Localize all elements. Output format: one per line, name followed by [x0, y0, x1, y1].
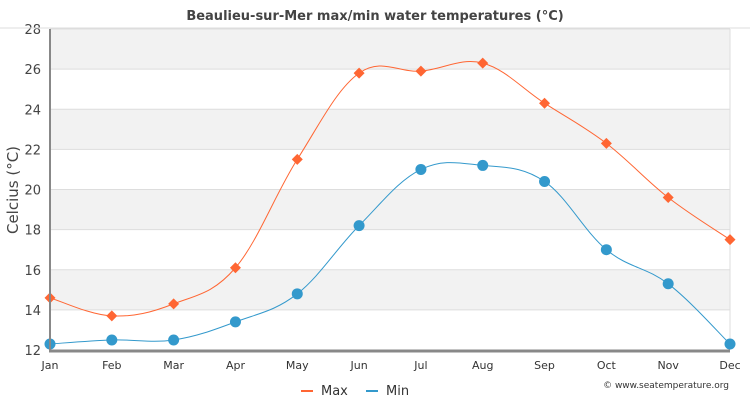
y-tick-label: 14: [24, 304, 41, 319]
x-tick-label: Jan: [41, 359, 59, 372]
data-point-min[interactable]: [291, 288, 303, 300]
x-tick-label: Nov: [657, 359, 679, 372]
y-tick-label: 28: [24, 23, 41, 38]
legend-label: Max: [321, 384, 348, 399]
data-point-max[interactable]: [168, 298, 180, 310]
x-tick-label: Oct: [597, 359, 617, 372]
data-point-max[interactable]: [353, 67, 365, 79]
y-tick-label: 24: [24, 103, 41, 118]
data-point-min[interactable]: [106, 334, 118, 346]
data-point-min[interactable]: [477, 159, 489, 171]
legend: Max Min: [301, 384, 409, 399]
data-point-max[interactable]: [477, 57, 489, 69]
plot-band: [50, 149, 730, 190]
plot-bands: [50, 29, 730, 350]
y-tick-label: 22: [24, 143, 41, 158]
data-point-min[interactable]: [229, 316, 241, 328]
y-axis-label: Celcius (°C): [4, 146, 22, 234]
plot-band: [50, 309, 730, 350]
plot-band: [50, 69, 730, 110]
x-tick-label: Mar: [163, 359, 184, 372]
chart-title: Beaulieu-sur-Mer max/min water temperatu…: [186, 9, 563, 24]
x-tick-label: Jul: [413, 359, 427, 372]
data-point-max[interactable]: [662, 192, 674, 204]
credit-text: © www.seatemperature.org: [603, 381, 729, 391]
x-tick-label: Dec: [719, 359, 740, 372]
x-tick-label: Sep: [534, 359, 555, 372]
plot-band: [50, 29, 730, 70]
data-point-max[interactable]: [106, 310, 118, 322]
data-point-max[interactable]: [229, 262, 241, 274]
x-tick-label: Aug: [472, 359, 493, 372]
series-max: [44, 57, 736, 322]
x-tick-label: Apr: [226, 359, 246, 372]
y-tick-label: 12: [24, 344, 41, 359]
data-point-min[interactable]: [539, 175, 551, 187]
data-point-min[interactable]: [353, 220, 365, 232]
x-tick-labels: Jan Feb Mar Apr May Jun Jul Aug Sep Oct Nov Dec: [41, 359, 741, 372]
plot-band: [50, 269, 730, 310]
axes: [49, 29, 730, 353]
legend-label: Min: [386, 384, 409, 399]
data-point-max[interactable]: [539, 97, 551, 109]
y-tick-label: 26: [24, 63, 41, 78]
x-tick-label: May: [286, 359, 309, 372]
y-tick-label: 16: [24, 264, 41, 279]
data-point-max[interactable]: [600, 137, 612, 149]
data-point-min[interactable]: [168, 334, 180, 346]
plot-band: [50, 109, 730, 150]
y-tick-labels: 12 14 16 18 20 22 24 26 28: [24, 23, 41, 359]
data-point-min[interactable]: [724, 338, 736, 350]
series-group: [44, 57, 736, 350]
x-tick-label: Jun: [349, 359, 367, 372]
data-point-min[interactable]: [662, 278, 674, 290]
data-point-max[interactable]: [724, 234, 736, 246]
y-tick-label: 18: [24, 224, 41, 239]
y-tick-label: 20: [24, 184, 41, 199]
legend-item-max[interactable]: Max: [301, 384, 348, 399]
data-point-min[interactable]: [600, 244, 612, 256]
data-point-max[interactable]: [291, 153, 303, 165]
x-tick-label: Feb: [102, 359, 121, 372]
data-point-min[interactable]: [415, 163, 427, 175]
plot-band: [50, 189, 730, 230]
plot-band: [50, 229, 730, 270]
legend-item-min[interactable]: Min: [366, 384, 409, 399]
data-point-max[interactable]: [415, 65, 427, 77]
